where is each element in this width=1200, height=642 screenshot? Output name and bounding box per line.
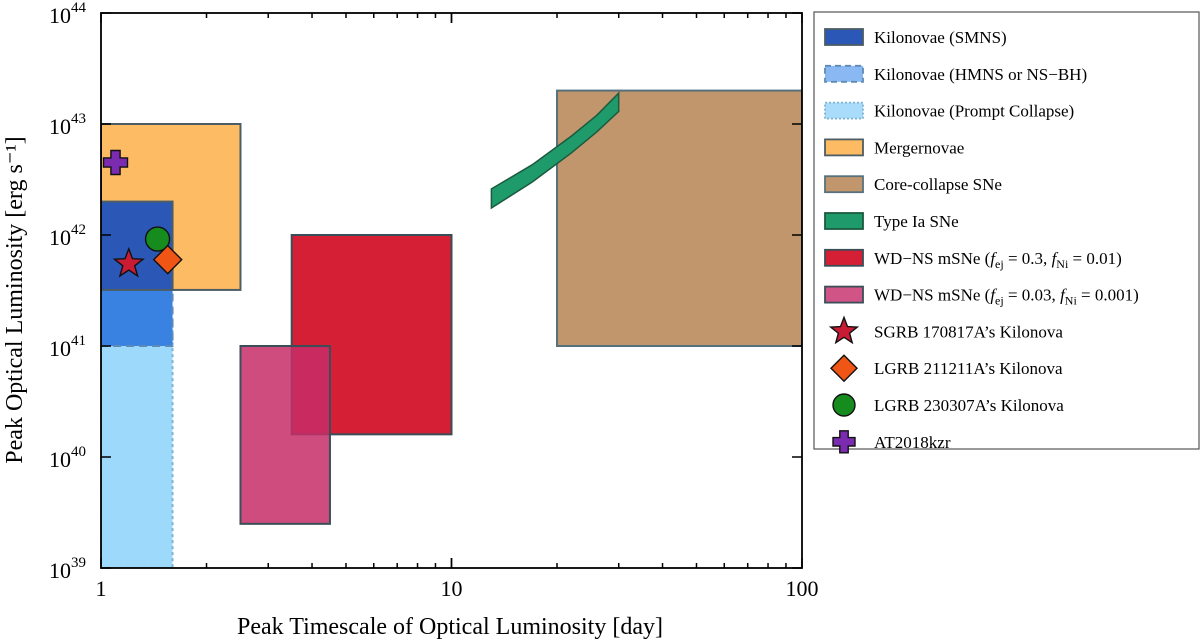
y-tick-label: 1042 [49,222,86,250]
x-axis-label: Peak Timescale of Optical Luminosity [da… [237,614,663,640]
legend-mergernovae-swatch [824,138,864,157]
legend-ccsne-label: Core-collapse SNe [874,175,1002,194]
legend-at2018kzr-marker [832,430,856,454]
legend-kilonovae-hmns: Kilonovae (HMNS or NS−BH) [824,64,1087,84]
legend-wdns-2-swatch [824,285,864,304]
legend-sgrb170817a: SGRB 170817A’s Kilonova [828,315,1063,345]
y-tick-label: 1043 [49,111,86,139]
legend-ccsne: Core-collapse SNe [824,175,1002,194]
y-tick-label: 1044 [49,0,87,28]
legend-lgrb230307a-label: LGRB 230307A’s Kilonova [874,396,1064,415]
legend-lgrb211211a: LGRB 211211A’s Kilonova [830,354,1063,383]
legend-kilonovae-smns-swatch [824,28,864,46]
legend-sgrb170817a-marker [828,315,860,345]
x-tick-label: 10 [441,576,463,601]
band-type-ia [490,91,620,210]
region-wdns-2 [239,345,331,525]
legend-at2018kzr: AT2018kzr [832,430,951,454]
legend-sgrb170817a-label: SGRB 170817A’s Kilonova [874,322,1063,341]
legend-type-ia-label: Type Ia SNe [874,212,959,231]
legend-kilonovae-prompt: Kilonovae (Prompt Collapse) [824,101,1074,121]
axes: 1 10 100 1039 1040 1041 1042 1043 1044 [49,0,819,601]
point-at2018kzr [102,149,129,176]
legend-ccsne-swatch [824,175,864,194]
legend-wdns-1-label: WD−NS mSNe (fej = 0.3, fNi = 0.01) [874,249,1122,271]
legend-box [813,11,1200,450]
region-kn-prompt [101,316,174,568]
point-lgrb211211a [152,244,183,275]
legend-lgrb230307a-marker [832,393,856,417]
legend-kilonovae-prompt-label: Kilonovae (Prompt Collapse) [874,102,1074,121]
legend-wdns-1-swatch [824,248,864,267]
legend-wdns-2-label: WD−NS mSNe (fej = 0.03, fNi = 0.001) [874,286,1139,308]
legend-type-ia: Type Ia SNe [824,212,959,231]
legend-kilonovae-smns-label: Kilonovae (SMNS) [874,28,1007,47]
legend-kilonovae-prompt-swatch [824,101,864,120]
legend-wdns-1: WD−NS mSNe (fej = 0.3, fNi = 0.01) [824,248,1122,271]
legend-kilonovae-hmns-swatch [824,64,864,83]
legend-kilonovae-hmns-label: Kilonovae (HMNS or NS−BH) [874,65,1087,84]
y-axis-label: Peak Optical Luminosity [erg s⁻¹] [2,136,28,463]
y-tick-label: 1041 [49,333,86,361]
x-tick-label: 1 [96,576,107,601]
point-lgrb230307a [144,226,171,252]
legend-at2018kzr-label: AT2018kzr [874,433,951,452]
legend-mergernovae-label: Mergernovae [874,138,964,157]
legend-kilonovae-smns: Kilonovae (SMNS) [824,28,1007,47]
point-sgrb170817a [112,246,145,278]
x-tick-label: 100 [786,576,819,601]
legend-type-ia-swatch [824,212,864,230]
legend-lgrb230307a: LGRB 230307A’s Kilonova [832,393,1064,417]
legend: Kilonovae (SMNS) Kilonovae (HMNS or NS−BH… [813,11,1200,454]
legend-wdns-2: WD−NS mSNe (fej = 0.03, fNi = 0.001) [824,285,1139,308]
plot-area [101,89,802,568]
legend-lgrb211211a-label: LGRB 211211A’s Kilonova [874,359,1063,378]
region-ccsne [556,89,802,347]
legend-lgrb211211a-marker [830,354,858,383]
legend-mergernovae: Mergernovae [824,138,964,157]
y-tick-label: 1039 [49,555,86,583]
plot-regions [101,89,802,568]
y-tick-label: 1040 [49,444,86,472]
